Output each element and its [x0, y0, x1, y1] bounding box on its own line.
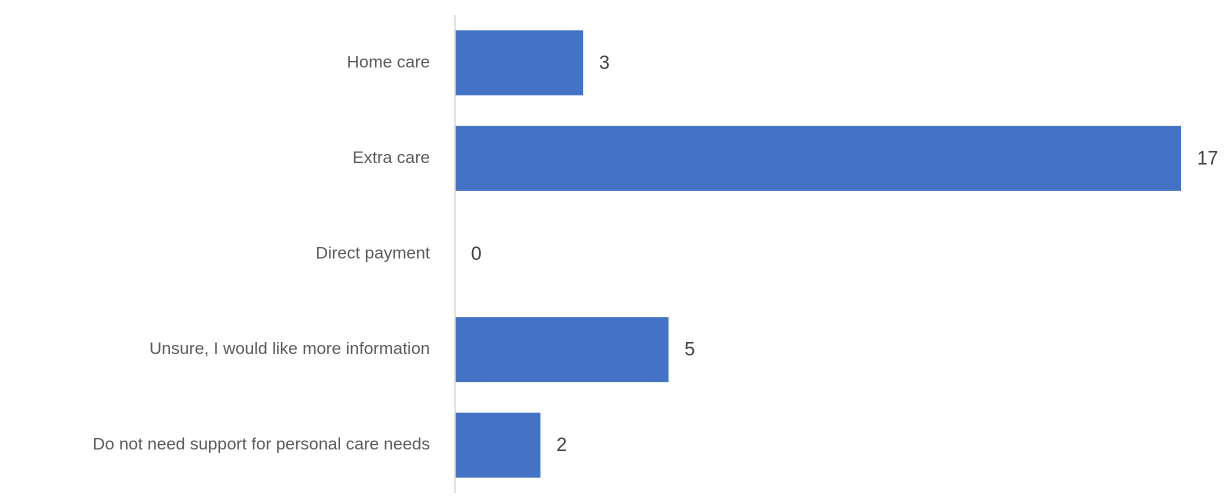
- category-label-1: Extra care: [353, 148, 430, 167]
- bar-1: [455, 125, 1181, 191]
- category-label-3: Unsure, I would like more information: [149, 339, 430, 358]
- category-label-0: Home care: [347, 52, 430, 71]
- bar-4: [455, 412, 541, 478]
- category-label-4: Do not need support for personal care ne…: [93, 435, 430, 454]
- bars-group: [455, 30, 1181, 478]
- value-label-1: 17: [1197, 148, 1218, 169]
- category-labels-group: Home care Extra care Direct payment Unsure,…: [93, 52, 431, 453]
- value-label-0: 3: [599, 53, 610, 74]
- bar-0: [455, 30, 584, 96]
- value-label-3: 5: [685, 340, 696, 361]
- bar-3: [455, 317, 669, 383]
- value-label-4: 2: [556, 435, 567, 456]
- value-labels-group: 3 17 0 5 2: [471, 53, 1218, 456]
- value-label-2: 0: [471, 244, 482, 265]
- category-label-2: Direct payment: [316, 243, 431, 262]
